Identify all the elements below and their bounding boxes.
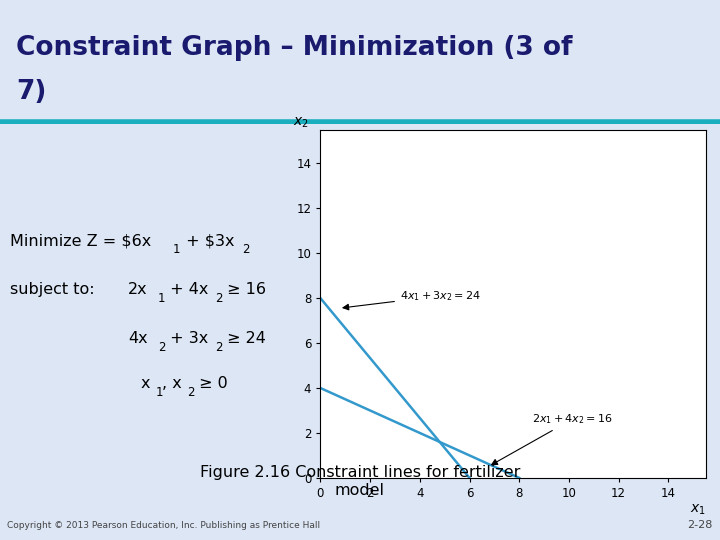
Text: 2: 2 bbox=[215, 292, 222, 305]
Text: $x_1$: $x_1$ bbox=[690, 502, 706, 517]
Text: 2x: 2x bbox=[128, 282, 148, 298]
Text: $4x_1 + 3x_2 = 24$: $4x_1 + 3x_2 = 24$ bbox=[343, 289, 481, 310]
Text: ≥ 24: ≥ 24 bbox=[222, 331, 266, 346]
Text: ≥ 16: ≥ 16 bbox=[222, 282, 266, 298]
Text: Figure 2.16 Constraint lines for fertilizer
model: Figure 2.16 Constraint lines for fertili… bbox=[200, 465, 520, 498]
Text: 7): 7) bbox=[16, 79, 46, 105]
Text: 2: 2 bbox=[215, 341, 222, 354]
Text: Constraint Graph – Minimization (3 of: Constraint Graph – Minimization (3 of bbox=[16, 35, 572, 61]
Text: 2-28: 2-28 bbox=[688, 520, 713, 530]
Text: subject to:: subject to: bbox=[9, 282, 94, 298]
Text: + $3x: + $3x bbox=[181, 234, 235, 248]
Text: 4x: 4x bbox=[128, 331, 148, 346]
Text: $x_2$: $x_2$ bbox=[292, 116, 308, 130]
Text: Minimize Z = $6x: Minimize Z = $6x bbox=[9, 234, 151, 248]
Text: x: x bbox=[141, 376, 150, 392]
Text: + 4x: + 4x bbox=[165, 282, 208, 298]
Text: $2x_1 + 4x_2 = 16$: $2x_1 + 4x_2 = 16$ bbox=[492, 413, 612, 465]
Text: , x: , x bbox=[162, 376, 181, 392]
Text: 1: 1 bbox=[156, 386, 163, 399]
Text: Copyright © 2013 Pearson Education, Inc. Publishing as Prentice Hall: Copyright © 2013 Pearson Education, Inc.… bbox=[7, 521, 320, 530]
Text: ≥ 0: ≥ 0 bbox=[194, 376, 228, 392]
Text: 2: 2 bbox=[242, 243, 249, 256]
Text: 2: 2 bbox=[187, 386, 194, 399]
Text: 1: 1 bbox=[158, 292, 166, 305]
Text: 1: 1 bbox=[172, 243, 180, 256]
Text: + 3x: + 3x bbox=[165, 331, 208, 346]
Text: 2: 2 bbox=[158, 341, 166, 354]
